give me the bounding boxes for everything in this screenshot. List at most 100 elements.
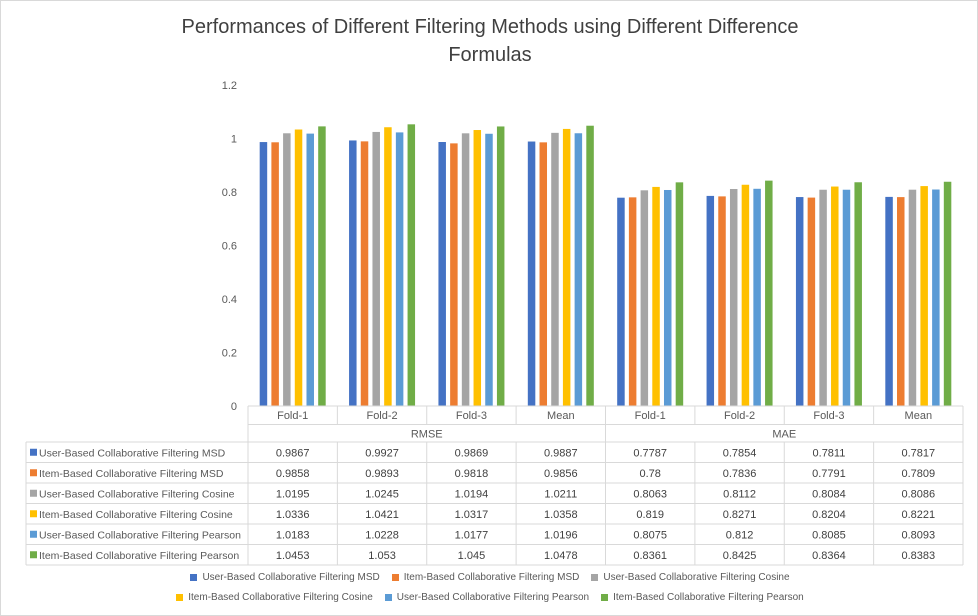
bar <box>741 184 750 406</box>
table-cell: 0.7811 <box>813 447 846 459</box>
group-label: MAE <box>772 429 796 441</box>
bar <box>586 125 594 406</box>
bar <box>718 196 726 406</box>
table-row-label: Item-Based Collaborative Filtering Cosin… <box>39 509 233 521</box>
table-row-swatch <box>30 448 37 456</box>
legend-label: User-Based Collaborative Filtering Cosin… <box>603 571 790 583</box>
table-cell: 0.8204 <box>812 509 846 521</box>
x-tick-label: Fold-2 <box>724 410 755 422</box>
y-tick-label: 0.6 <box>222 241 237 253</box>
chart-title-line-1: Performances of Different Filtering Meth… <box>181 16 799 38</box>
bar <box>885 196 893 406</box>
x-tick-label: Fold-1 <box>277 410 308 422</box>
table-row-swatch <box>30 551 37 559</box>
table-row-label: Item-Based Collaborative Filtering MSD <box>39 468 224 480</box>
table-cell: 1.0336 <box>276 509 310 521</box>
table-cell: 0.8383 <box>901 550 935 562</box>
table-cell: 0.8075 <box>633 529 667 541</box>
y-tick-label: 0 <box>231 401 237 413</box>
table-row-swatch <box>30 489 37 497</box>
bar <box>920 186 928 406</box>
bar <box>294 129 303 406</box>
bar <box>485 133 493 406</box>
y-axis: 0 0.2 0.4 0.6 0.8 1 1.2 <box>222 80 237 413</box>
table-cell: 1.0228 <box>365 529 399 541</box>
bar <box>349 140 357 406</box>
chart-title: Performances of Different Filtering Meth… <box>1 13 978 69</box>
y-tick-label: 0.4 <box>222 294 237 306</box>
bar <box>729 189 738 406</box>
table-cell: 0.7791 <box>812 468 846 480</box>
table-row-swatch <box>30 530 37 538</box>
y-tick-label: 0.2 <box>222 348 237 360</box>
legend-item: Item-Based Collaborative Filtering Cosin… <box>176 592 373 603</box>
bar <box>450 143 458 406</box>
bar <box>384 127 392 406</box>
legend-label: User-Based Collaborative Filtering Pears… <box>396 591 590 603</box>
legend-swatch <box>384 593 392 601</box>
table-row-label: Item-Based Collaborative Filtering Pears… <box>39 550 239 562</box>
table-cell: 0.8364 <box>812 550 846 562</box>
legend-item: Item-Based Collaborative Filtering MSD <box>391 572 579 583</box>
table-cell: 0.812 <box>726 529 754 541</box>
bar <box>663 189 672 406</box>
table-cell: 0.7836 <box>723 468 757 480</box>
table-cell: 1.0421 <box>365 509 399 521</box>
table-cell: 0.8063 <box>633 488 667 500</box>
table-cell: 1.0177 <box>455 529 489 541</box>
bar <box>259 142 268 407</box>
bar <box>706 195 715 406</box>
x-tick-label: Fold-2 <box>366 410 397 422</box>
bar <box>574 133 583 406</box>
bar <box>473 130 482 406</box>
bar <box>897 197 905 406</box>
bar <box>819 189 827 406</box>
bar <box>765 180 773 406</box>
group-label: RMSE <box>411 429 443 441</box>
x-tick-label: Fold-1 <box>635 410 666 422</box>
bar <box>807 197 816 406</box>
bar <box>438 142 446 406</box>
table-cell: 1.0183 <box>276 529 310 541</box>
table-cell: 1.0358 <box>544 509 578 521</box>
bar <box>461 133 470 407</box>
x-tick-label: Mean <box>905 410 933 422</box>
table-row-swatch <box>30 469 37 477</box>
table-cell: 1.0196 <box>544 529 578 541</box>
data-table: Fold-1 Fold-2 Fold-3 Mean Fold-1 Fold-2 Fold-3… <box>25 405 964 566</box>
table-cell: 0.819 <box>636 509 664 521</box>
table-cell: 0.8361 <box>633 550 667 562</box>
bar <box>539 142 548 407</box>
table-cell: 0.8084 <box>812 488 846 500</box>
table-cell: 1.0211 <box>544 488 577 500</box>
bar <box>842 189 851 406</box>
legend-swatch <box>391 573 399 581</box>
table-cell: 0.9858 <box>276 468 310 480</box>
bar <box>831 186 839 406</box>
legend-swatch <box>591 573 599 581</box>
x-tick-label: Fold-3 <box>456 410 487 422</box>
bar <box>306 133 314 407</box>
legend-item: User-Based Collaborative Filtering Pears… <box>384 591 590 603</box>
table-cell: 0.8093 <box>901 529 935 541</box>
table-cell: 0.9927 <box>365 447 399 459</box>
table-cell: 0.7809 <box>901 468 935 480</box>
legend-item: User-Based Collaborative Filtering MSD <box>190 571 380 583</box>
bar <box>527 141 536 406</box>
bar <box>675 182 684 406</box>
table-cell: 1.0478 <box>544 550 578 562</box>
legend-item: User-Based Collaborative Filtering Cosin… <box>591 571 790 583</box>
legend-label: User-Based Collaborative Filtering MSD <box>202 571 380 583</box>
bar <box>372 131 380 407</box>
table-cell: 0.8086 <box>901 488 935 500</box>
table-cell: 0.78 <box>639 468 660 480</box>
bar <box>753 188 761 406</box>
table-cell: 0.8085 <box>812 529 846 541</box>
bar <box>854 182 862 406</box>
bar <box>283 133 291 406</box>
y-tick-label: 0.8 <box>222 187 237 199</box>
table-cell: 0.9818 <box>455 468 489 480</box>
legend-swatch <box>601 593 609 601</box>
table-cell: 0.7817 <box>901 447 935 459</box>
table-cell: 1.045 <box>458 550 486 562</box>
